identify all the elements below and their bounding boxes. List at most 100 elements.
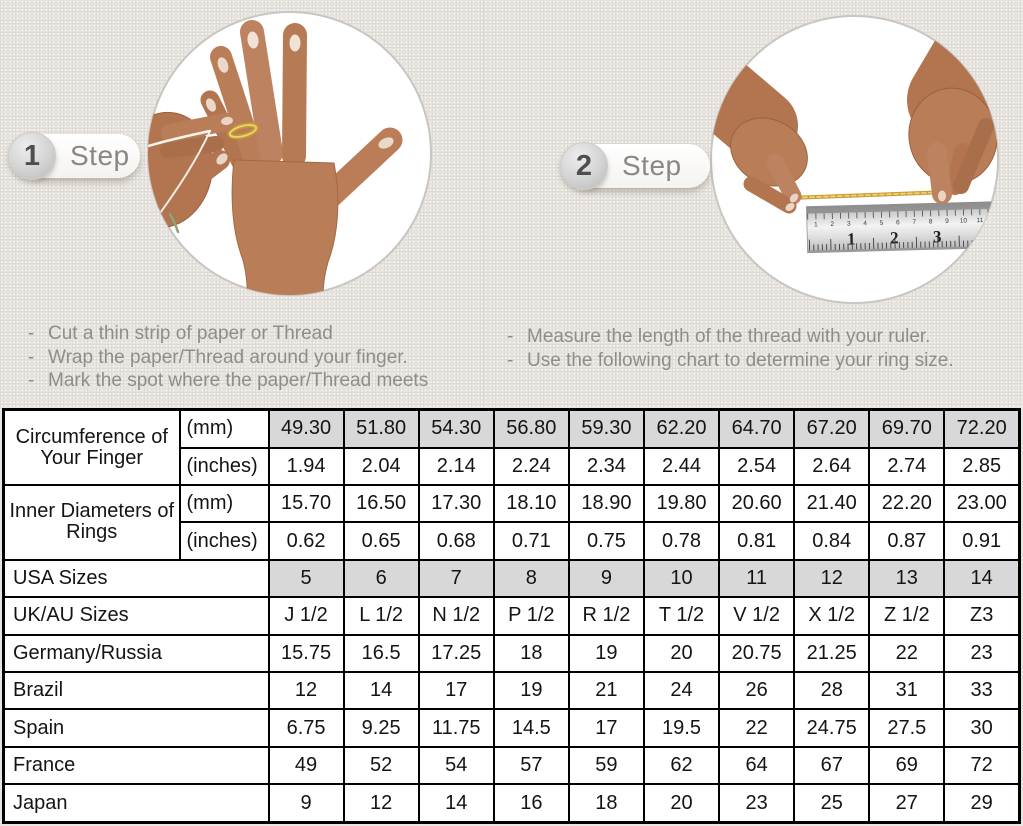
step2-number-circle: 2 xyxy=(560,142,608,190)
table-value-cell: 11 xyxy=(718,558,796,599)
table-value-cell: 22 xyxy=(868,633,946,674)
table-row: Spain 6.75 9.25 11.75 14.5 17 19.5 22 24.75 27.5 3… xyxy=(2,708,1021,748)
table-row: Inner Diameters of Rings (mm) 15.70 16.50 17… xyxy=(2,484,1021,561)
table-value-cell: 17 xyxy=(567,708,645,748)
table-value-cell: 17 xyxy=(417,671,495,711)
table-row: USA Sizes 5 6 7 8 9 10 11 12 13 14 xyxy=(2,558,1021,599)
table-value-cell: 64.70 xyxy=(718,408,796,449)
table-value-cell: 14.5 xyxy=(492,708,570,748)
table-value-cell: 18 xyxy=(492,633,570,674)
table-value-cell: V 1/2 xyxy=(718,596,796,636)
table-value-cell: 14 xyxy=(417,783,495,824)
step2-number: 2 xyxy=(575,149,593,182)
instruction-text: Wrap the paper/Thread around your finger… xyxy=(48,346,408,368)
table-row-label: UK/AU Sizes xyxy=(2,596,270,636)
instruction-line: - Measure the length of the thread with y… xyxy=(505,325,1017,349)
table-value-cell: 16.5 xyxy=(342,633,420,674)
table-value-cell: 30 xyxy=(943,708,1021,748)
table-value-cell: 20.60 xyxy=(718,484,796,524)
table-value-cell: 7 xyxy=(417,558,495,599)
table-value-cell: 19 xyxy=(567,633,645,674)
table-row: (inches) 1.94 2.04 2.14 2.24 2.34 2.44 2.54 2.64… xyxy=(4,446,1021,487)
table-value-cell: 19.5 xyxy=(642,708,721,748)
step1-number-circle: 1 xyxy=(8,132,56,180)
ruler-cm-label: 11 xyxy=(976,217,983,224)
table-value-cell: 12 xyxy=(342,783,420,824)
bullet-dash: - xyxy=(507,349,514,371)
table-value-cell: 69 xyxy=(868,745,946,786)
table-value-cell: 6.75 xyxy=(267,708,345,748)
table-value-cell: 15.75 xyxy=(267,633,345,674)
table-value-cell: 67 xyxy=(793,745,871,786)
table-value-cell: Z 1/2 xyxy=(868,596,946,636)
table-value-cell: 62.20 xyxy=(642,408,721,449)
table-value-cell: T 1/2 xyxy=(642,596,721,636)
ruler-cm-label: 9 xyxy=(945,218,949,225)
table-value-cell: 17.25 xyxy=(417,633,495,674)
instruction-line: - Use the following chart to determine yo… xyxy=(505,349,1017,373)
table-value-cell: 2.44 xyxy=(642,446,721,487)
instruction-line: - Wrap the paper/Thread around your finge… xyxy=(26,346,494,370)
instruction-line: - Mark the spot where the paper/Thread me… xyxy=(26,369,494,393)
ruler-cm-label: 8 xyxy=(929,218,933,225)
table-value-cell: 24 xyxy=(642,671,721,711)
table-row-label: Germany/Russia xyxy=(2,633,270,674)
table-row: France 49 52 54 57 59 62 64 67 69 72 xyxy=(2,745,1021,786)
ruler-cm-label: 2 xyxy=(830,221,834,228)
table-value-cell: 5 xyxy=(267,558,345,599)
table-unit-label: (inches) xyxy=(178,521,270,561)
table-value-cell: 18.10 xyxy=(492,484,570,524)
table-unit-label: (mm) xyxy=(178,484,270,524)
table-value-cell: N 1/2 xyxy=(417,596,495,636)
table-value-cell: 2.04 xyxy=(342,446,420,487)
table-value-cell: 59 xyxy=(567,745,645,786)
table-value-cell: 0.68 xyxy=(417,521,495,561)
table-value-cell: 31 xyxy=(868,671,946,711)
table-value-cell: 26 xyxy=(718,671,796,711)
table-value-cell: 12 xyxy=(267,671,345,711)
table-value-cell: J 1/2 xyxy=(267,596,345,636)
ruler-cm-label: 3 xyxy=(847,221,851,228)
table-value-cell: 24.75 xyxy=(793,708,871,748)
table-value-cell: 64 xyxy=(718,745,796,786)
table-value-cell: 49 xyxy=(267,745,345,786)
table-value-cell: 9 xyxy=(567,558,645,599)
ruler-cm-label: 10 xyxy=(960,217,968,224)
table-row: Circumference of Your Finger (mm) 49.30 51.… xyxy=(2,408,1021,487)
table-value-cell: 15.70 xyxy=(267,484,345,524)
table-value-cell: 1.94 xyxy=(267,446,345,487)
table-value-cell: 59.30 xyxy=(567,408,645,449)
instruction-text: Measure the length of the thread with yo… xyxy=(527,326,931,347)
table-value-cell: 20.75 xyxy=(718,633,796,674)
step1-number: 1 xyxy=(23,139,41,172)
table-value-cell: 2.14 xyxy=(417,446,495,487)
table-value-cell: 0.81 xyxy=(718,521,796,561)
table-value-cell: 21.25 xyxy=(793,633,871,674)
table-value-cell: 18 xyxy=(567,783,645,824)
table-value-cell: 72.20 xyxy=(943,408,1021,449)
table-value-cell: 52 xyxy=(342,745,420,786)
table-row-label: Japan xyxy=(2,783,270,824)
step2-badge: 2 Step xyxy=(560,142,710,190)
table-value-cell: 57 xyxy=(492,745,570,786)
table-value-cell: 14 xyxy=(943,558,1021,599)
ruler-cm-label: 12 xyxy=(993,217,1000,224)
bullet-dash: - xyxy=(28,346,35,368)
table-value-cell: R 1/2 xyxy=(567,596,645,636)
ruler-cm-label: 5 xyxy=(880,220,884,227)
step2-instructions: - Measure the length of the thread with y… xyxy=(505,325,1017,372)
bullet-dash: - xyxy=(28,323,35,344)
table-value-cell: 0.62 xyxy=(267,521,345,561)
table-value-cell: 33 xyxy=(943,671,1021,711)
table-group-label: Circumference of Your Finger xyxy=(2,408,181,487)
table-value-cell: P 1/2 xyxy=(492,596,570,636)
step1-photo-hand-with-thread xyxy=(147,11,432,296)
table-value-cell: 2.74 xyxy=(868,446,946,487)
table-unit-label: (mm) xyxy=(178,408,270,449)
table-value-cell: 29 xyxy=(943,783,1021,824)
instruction-text: Use the following chart to determine you… xyxy=(527,349,954,371)
table-value-cell: 25 xyxy=(793,783,871,824)
table-value-cell: 14 xyxy=(342,671,420,711)
table-value-cell: L 1/2 xyxy=(342,596,420,636)
